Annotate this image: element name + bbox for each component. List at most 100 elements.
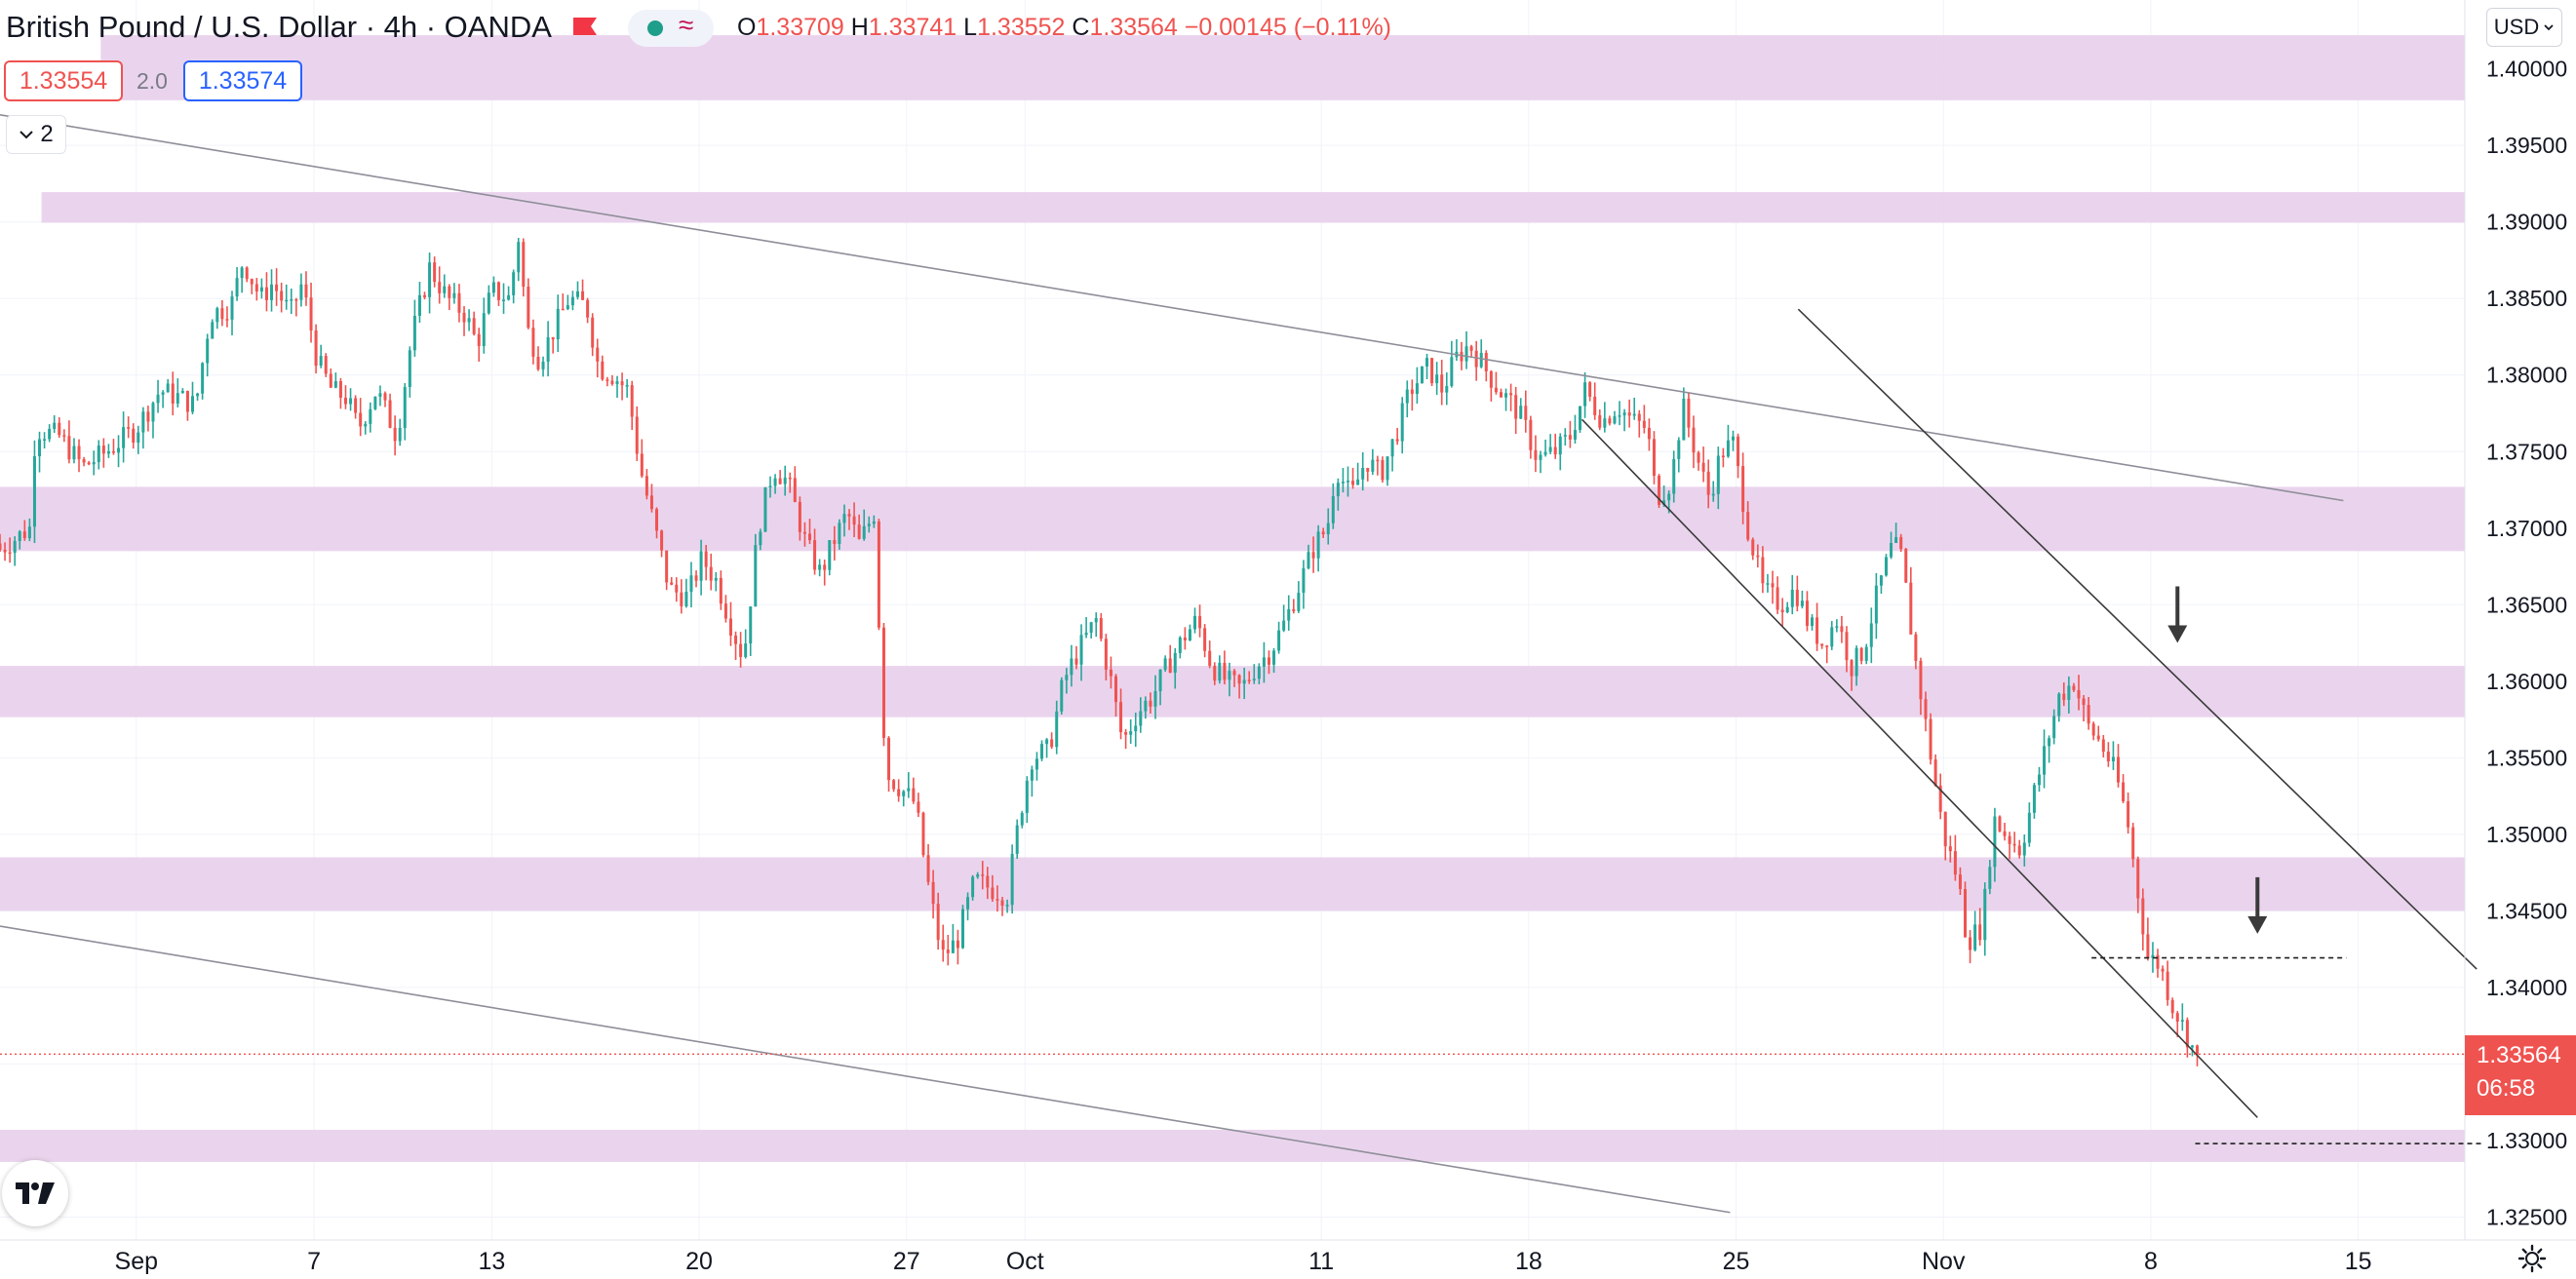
time-axis[interactable]: Sep 7 13 20 27 Oct 11 18 25 Nov 8 15 <box>115 1248 2372 1275</box>
candle-body <box>364 423 368 427</box>
candle-body <box>1168 658 1172 674</box>
candle-body <box>1637 413 1641 421</box>
candle-body <box>1034 758 1038 770</box>
candle-body <box>640 453 644 477</box>
candle-body <box>1065 675 1069 680</box>
candle-body <box>1311 552 1315 559</box>
candle-body <box>586 299 590 318</box>
sell-price-button[interactable]: 1.33554 <box>4 60 123 101</box>
candle-body <box>857 524 861 539</box>
candle-body <box>1969 937 1972 950</box>
candle-body <box>570 296 574 306</box>
bar-countdown: 06:58 <box>2477 1074 2536 1102</box>
settings-gear-icon[interactable] <box>2517 1244 2547 1273</box>
candle-body <box>1904 549 1908 583</box>
candle-body <box>1662 500 1666 505</box>
candle-body <box>151 403 155 422</box>
candle-body <box>1331 495 1335 523</box>
candle-body <box>512 272 516 295</box>
candle-body <box>403 387 407 428</box>
candle-body <box>566 305 569 310</box>
candle-body <box>354 398 358 413</box>
candle-body <box>2170 999 2174 1014</box>
candle-body <box>349 398 353 405</box>
candle-body <box>1040 744 1044 759</box>
candle-body <box>2156 954 2160 969</box>
candle-body <box>1440 374 1444 393</box>
candle-body <box>2048 738 2051 747</box>
candle-body <box>1336 483 1340 496</box>
candle-body <box>522 242 526 288</box>
candle-body <box>1119 702 1123 733</box>
candle-body <box>1079 635 1083 665</box>
candle-body <box>457 292 461 313</box>
candle-body <box>496 282 500 300</box>
price-tick-label: 1.39000 <box>2486 210 2567 235</box>
candle-body <box>1223 662 1227 680</box>
candle-body <box>1277 630 1281 651</box>
candle-body <box>1864 646 1868 661</box>
candle-body <box>1060 679 1064 712</box>
flag-icon[interactable] <box>571 16 599 37</box>
candle-body <box>433 262 437 283</box>
candle-body <box>546 336 550 363</box>
candle-body <box>507 294 511 300</box>
candle-body <box>1193 615 1197 630</box>
time-tick-label: 8 <box>2144 1248 2158 1275</box>
candle-body <box>1228 671 1231 680</box>
candle-body <box>1805 601 1809 627</box>
currency-selector[interactable]: USD <box>2486 8 2562 47</box>
candle-body <box>694 575 698 581</box>
buy-price-button[interactable]: 1.33574 <box>183 60 302 101</box>
candle-body <box>1869 623 1873 647</box>
candle-body <box>798 501 801 532</box>
candle-body <box>1163 658 1167 670</box>
candle-body <box>408 350 411 388</box>
price-tick-label: 1.36500 <box>2486 592 2567 617</box>
candle-body <box>991 887 995 900</box>
candle-body <box>675 584 679 593</box>
candle-body <box>1267 657 1270 665</box>
candle-body <box>2091 723 2095 736</box>
candle-body <box>976 873 980 877</box>
candle-body <box>723 603 727 619</box>
candle-body <box>1395 439 1399 442</box>
candle-body <box>2122 782 2126 801</box>
candle-body <box>1608 418 1612 424</box>
candle-body <box>744 643 748 657</box>
candle-body <box>1316 531 1320 559</box>
indicators-toggle[interactable]: 2 <box>6 115 66 154</box>
candle-body <box>1247 679 1251 681</box>
price-zone <box>41 192 2465 223</box>
candle-body <box>13 541 17 554</box>
candle-body <box>1000 900 1004 906</box>
candle-body <box>2131 827 2135 860</box>
candle-body <box>541 362 545 369</box>
price-tick-label: 1.37500 <box>2486 439 2567 464</box>
candle-body <box>808 533 812 541</box>
candle-body <box>1242 679 1246 684</box>
symbol-title[interactable]: British Pound / U.S. Dollar · 4h · OANDA <box>6 10 552 44</box>
time-tick-label: 20 <box>685 1248 713 1275</box>
trendlines[interactable] <box>0 113 2483 1214</box>
candle-body <box>852 516 856 525</box>
candle-body <box>1469 346 1473 351</box>
price-tick-label: 1.34500 <box>2486 898 2567 923</box>
candle-body <box>1543 451 1547 455</box>
candle-body <box>1958 874 1962 889</box>
price-zone <box>0 857 2465 911</box>
tradingview-logo-icon[interactable] <box>2 1160 68 1226</box>
candle-body <box>941 940 945 950</box>
candle-body <box>1494 387 1498 393</box>
candle-body <box>551 336 555 340</box>
last-price-value: 1.33564 <box>2477 1042 2561 1068</box>
candle-body <box>58 422 61 436</box>
spread-value: 2.0 <box>137 68 168 94</box>
candle-body <box>1894 536 1898 544</box>
candle-body <box>225 319 229 321</box>
status-pill[interactable] <box>628 10 714 47</box>
candle-body <box>299 284 303 300</box>
candle-body <box>689 575 693 592</box>
candle-body <box>472 318 476 334</box>
